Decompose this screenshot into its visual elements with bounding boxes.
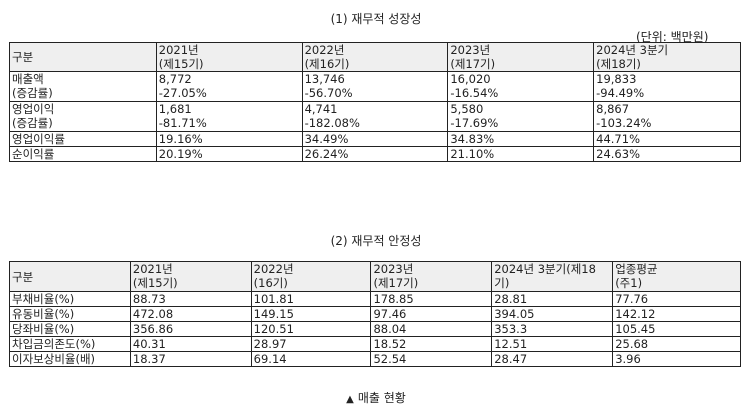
table-cell: 1,681 -81.71%: [155, 101, 303, 132]
table-cell: 28.81: [491, 291, 614, 307]
table-cell: 18.52: [370, 336, 493, 352]
table-cell: 영업이익률: [9, 131, 157, 147]
caption: ▲ 매출 현황: [0, 389, 752, 406]
table-cell: 19,833 -94.49%: [593, 71, 741, 102]
table-row: 당좌비율(%) 356.86 120.51 88.04 353.3 105.45: [9, 321, 741, 337]
caption-text: 매출 현황: [357, 391, 406, 405]
table-cell: 88.73: [129, 291, 252, 307]
table-cell: 8,867 -103.24%: [593, 101, 741, 132]
table-cell: 이자보상비율(배): [9, 351, 131, 367]
table-cell: 34.83%: [447, 131, 595, 147]
table-cell: 40.31: [129, 336, 252, 352]
table-cell: 5,580 -17.69%: [447, 101, 595, 132]
header-cell: 업종평균 (주1): [612, 261, 741, 292]
table-cell: 차입금의존도(%): [9, 336, 131, 352]
table-cell: 순이익률: [9, 146, 157, 162]
table-cell: 당좌비율(%): [9, 321, 131, 337]
table-cell: 20.19%: [155, 146, 303, 162]
table-cell: 유동비율(%): [9, 306, 131, 322]
header-cell: 2021년 (제15기): [129, 261, 252, 292]
table-cell: 77.76: [612, 291, 741, 307]
table-cell: 69.14: [250, 351, 372, 367]
table-cell: 13,746 -56.70%: [301, 71, 449, 102]
table-cell: 16,020 -16.54%: [447, 71, 595, 102]
header-cell: 2021년 (제15기): [155, 42, 303, 72]
table-row: 순이익률 20.19% 26.24% 21.10% 24.63%: [9, 146, 741, 162]
table-cell: 52.54: [370, 351, 493, 367]
stability-table: 구분 2021년 (제15기) 2022년 (16기) 2023년 (제17기) 2024년 …: [9, 261, 741, 367]
table-cell: 178.85: [370, 291, 493, 307]
table-cell: 8,772 -27.05%: [155, 71, 303, 102]
table-cell: 영업이익 (증감률): [9, 101, 157, 132]
table-cell: 472.08: [129, 306, 252, 322]
table-cell: 88.04: [370, 321, 493, 337]
table-cell: 3.96: [612, 351, 741, 367]
table-cell: 19.16%: [155, 131, 303, 147]
table-cell: 부채비율(%): [9, 291, 131, 307]
table-cell: 24.63%: [593, 146, 741, 162]
table-cell: 26.24%: [301, 146, 449, 162]
table-row: 영업이익 (증감률) 1,681 -81.71% 4,741 -182.08% 5,5…: [9, 101, 741, 132]
table-cell: 18.37: [129, 351, 252, 367]
table-cell: 28.97: [250, 336, 372, 352]
table-cell: 97.46: [370, 306, 493, 322]
header-cell: 2022년 (16기): [250, 261, 372, 292]
header-cell: 2023년 (제17기): [447, 42, 595, 72]
table-header-row: 구분 2021년 (제15기) 2022년 (제16기) 2023년 (제17기) 2024년…: [9, 42, 741, 72]
header-cell: 구분: [9, 261, 131, 292]
table-header-row: 구분 2021년 (제15기) 2022년 (16기) 2023년 (제17기) 2024년 …: [9, 261, 741, 292]
growth-table: 구분 2021년 (제15기) 2022년 (제16기) 2023년 (제17기) 2024년…: [9, 42, 741, 162]
table-cell: 매출액 (증감률): [9, 71, 157, 102]
table-row: 매출액 (증감률) 8,772 -27.05% 13,746 -56.70% 16,0…: [9, 71, 741, 102]
growth-section-title: (1) 재무적 성장성: [330, 12, 422, 26]
header-cell: 2023년 (제17기): [370, 261, 493, 292]
table-cell: 353.3: [491, 321, 614, 337]
triangle-up-icon: ▲: [346, 394, 354, 405]
header-cell: 2024년 3분기(제18기): [593, 42, 741, 72]
table-cell: 149.15: [250, 306, 372, 322]
table-cell: 21.10%: [447, 146, 595, 162]
table-cell: 34.49%: [301, 131, 449, 147]
table-cell: 105.45: [612, 321, 741, 337]
table-cell: 394.05: [491, 306, 614, 322]
table-row: 차입금의존도(%) 40.31 28.97 18.52 12.51 25.68: [9, 336, 741, 352]
table-cell: 4,741 -182.08%: [301, 101, 449, 132]
table-row: 영업이익률 19.16% 34.49% 34.83% 44.71%: [9, 131, 741, 147]
table-cell: 12.51: [491, 336, 614, 352]
table-cell: 25.68: [612, 336, 741, 352]
header-cell: 구분: [9, 42, 157, 72]
table-row: 유동비율(%) 472.08 149.15 97.46 394.05 142.12: [9, 306, 741, 322]
unit-label: (단위: 백만원): [636, 30, 709, 44]
table-cell: 44.71%: [593, 131, 741, 147]
table-cell: 120.51: [250, 321, 372, 337]
table-cell: 28.47: [491, 351, 614, 367]
header-cell: 2022년 (제16기): [301, 42, 449, 72]
table-row: 부채비율(%) 88.73 101.81 178.85 28.81 77.76: [9, 291, 741, 307]
table-row: 이자보상비율(배) 18.37 69.14 52.54 28.47 3.96: [9, 351, 741, 367]
table-cell: 101.81: [250, 291, 372, 307]
stability-section-title: (2) 재무적 안정성: [330, 234, 422, 248]
table-cell: 356.86: [129, 321, 252, 337]
table-cell: 142.12: [612, 306, 741, 322]
